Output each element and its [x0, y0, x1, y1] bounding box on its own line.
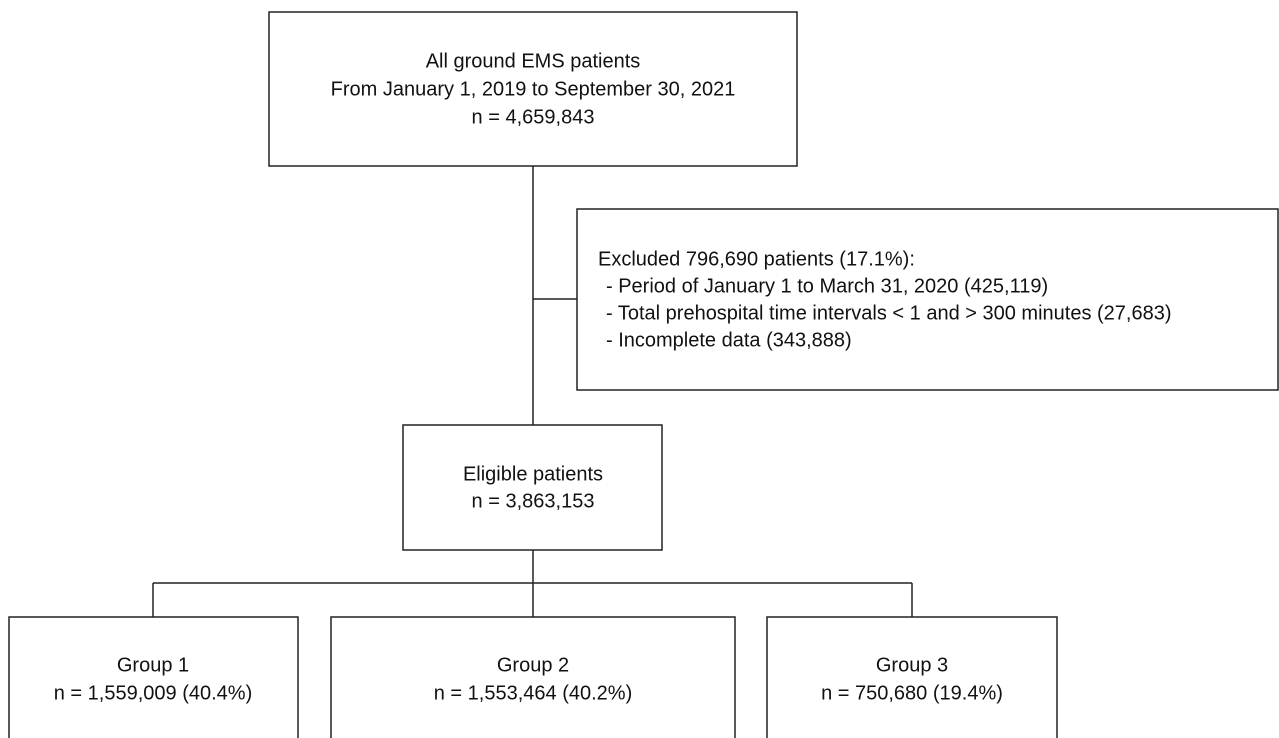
box-text: n = 750,680 (19.4%) — [821, 682, 1003, 704]
box-text: n = 4,659,843 — [472, 106, 595, 128]
box — [8, 616, 299, 738]
connectors — [152, 166, 913, 617]
box-text: n = 1,559,009 (40.4%) — [54, 682, 252, 704]
box — [330, 616, 736, 738]
box-text: - Period of January 1 to March 31, 2020 … — [606, 275, 1048, 297]
box-text: From January 1, 2019 to September 30, 20… — [331, 78, 736, 100]
box-text: Group 3 — [876, 654, 948, 676]
box — [766, 616, 1058, 738]
box — [576, 208, 1279, 391]
box-text: n = 1,553,464 (40.2%) — [434, 682, 632, 704]
box-text: Eligible patients — [463, 463, 603, 485]
box — [268, 11, 798, 167]
box-text: Excluded 796,690 patients (17.1%): — [598, 248, 915, 270]
box-text: All ground EMS patients — [426, 50, 641, 72]
box-text: n = 3,863,153 — [472, 490, 595, 512]
box — [402, 424, 663, 551]
box-text: - Total prehospital time intervals < 1 a… — [606, 302, 1172, 324]
box-text: Group 2 — [497, 654, 569, 676]
box-text: - Incomplete data (343,888) — [606, 329, 852, 351]
box-text: Group 1 — [117, 654, 189, 676]
